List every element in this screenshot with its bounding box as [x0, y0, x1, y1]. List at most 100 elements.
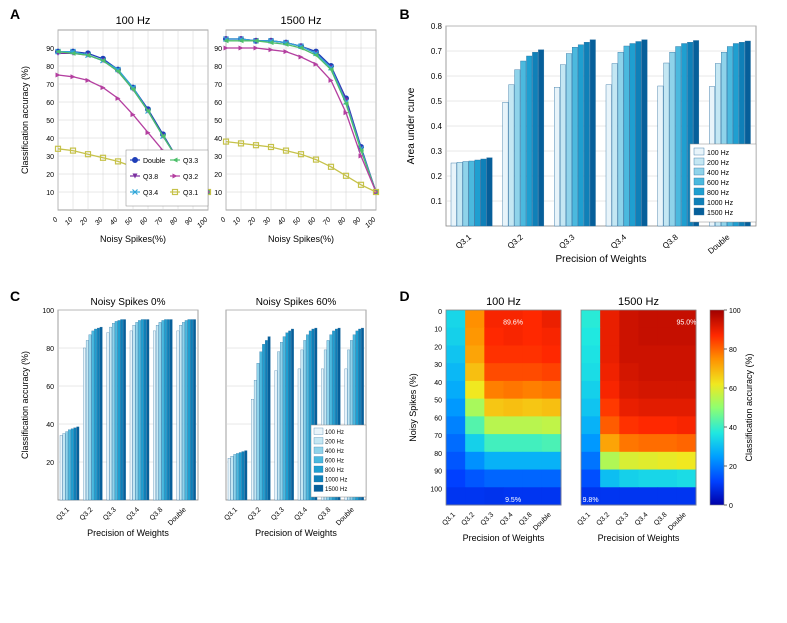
- svg-text:80: 80: [46, 64, 54, 71]
- svg-text:Q3.2: Q3.2: [183, 174, 198, 181]
- svg-text:Q3.8: Q3.8: [652, 511, 668, 527]
- svg-text:9.5%: 9.5%: [505, 497, 521, 504]
- svg-text:Q3.8: Q3.8: [660, 232, 679, 250]
- svg-text:Q3.3: Q3.3: [183, 158, 198, 165]
- panel-a: A 100 Hz10203040506070809001020304050607…: [8, 8, 390, 278]
- svg-text:70: 70: [214, 82, 222, 89]
- svg-text:20: 20: [729, 464, 737, 471]
- svg-text:1500 Hz: 1500 Hz: [281, 15, 322, 27]
- svg-text:Precision of Weights: Precision of Weights: [462, 533, 544, 543]
- svg-text:60: 60: [139, 216, 150, 227]
- svg-text:Classification accuracy (%): Classification accuracy (%): [20, 66, 30, 174]
- svg-text:50: 50: [292, 216, 303, 227]
- svg-text:400 Hz: 400 Hz: [707, 170, 730, 177]
- svg-text:100: 100: [430, 486, 442, 493]
- svg-text:0.3: 0.3: [430, 147, 442, 156]
- panel-c-label: C: [10, 288, 20, 304]
- svg-text:70: 70: [434, 433, 442, 440]
- svg-text:Q3.8: Q3.8: [317, 506, 333, 522]
- svg-text:80: 80: [337, 216, 348, 227]
- svg-text:0: 0: [438, 309, 442, 316]
- svg-text:Q3.4: Q3.4: [498, 511, 514, 527]
- svg-text:60: 60: [46, 384, 54, 391]
- svg-text:40: 40: [277, 216, 288, 227]
- svg-text:200 Hz: 200 Hz: [707, 160, 730, 167]
- svg-text:Noisy Spikes 60%: Noisy Spikes 60%: [256, 297, 337, 308]
- svg-text:0.6: 0.6: [430, 72, 442, 81]
- svg-text:Q3.2: Q3.2: [505, 232, 524, 250]
- svg-text:9.8%: 9.8%: [582, 497, 598, 504]
- svg-text:Q3.1: Q3.1: [454, 232, 473, 250]
- svg-text:20: 20: [78, 216, 89, 227]
- svg-text:Noisy Spikes(%): Noisy Spikes(%): [268, 234, 334, 244]
- panel-d-label: D: [400, 288, 410, 304]
- svg-text:Precision of Weights: Precision of Weights: [255, 528, 337, 538]
- panel-b-svg: 0.10.20.30.40.50.60.70.8Q3.1Q3.2Q3.3Q3.4…: [398, 8, 778, 278]
- svg-text:100 Hz: 100 Hz: [707, 150, 730, 157]
- svg-text:0.7: 0.7: [430, 47, 442, 56]
- svg-text:Noisy Spikes 0%: Noisy Spikes 0%: [90, 297, 165, 308]
- svg-text:40: 40: [729, 425, 737, 432]
- svg-text:Double: Double: [335, 506, 356, 527]
- svg-text:90: 90: [214, 46, 222, 53]
- svg-text:50: 50: [434, 398, 442, 405]
- svg-text:600 Hz: 600 Hz: [707, 180, 730, 187]
- svg-text:10: 10: [214, 190, 222, 197]
- svg-text:Q3.8: Q3.8: [143, 174, 158, 181]
- svg-text:70: 70: [154, 216, 165, 227]
- svg-text:80: 80: [214, 64, 222, 71]
- svg-text:0: 0: [729, 503, 733, 510]
- panel-c: C Noisy Spikes 0%20406080100Q3.1Q3.2Q3.3…: [8, 290, 390, 590]
- svg-text:100: 100: [364, 216, 377, 229]
- svg-text:Double: Double: [706, 232, 732, 256]
- svg-text:30: 30: [262, 216, 273, 227]
- svg-text:Q3.2: Q3.2: [79, 506, 95, 522]
- svg-text:600 Hz: 600 Hz: [325, 459, 344, 465]
- svg-text:Q3.2: Q3.2: [247, 506, 263, 522]
- svg-text:Classification accuracy (%): Classification accuracy (%): [744, 353, 754, 461]
- svg-text:30: 30: [94, 216, 105, 227]
- svg-text:100: 100: [196, 216, 209, 229]
- svg-text:40: 40: [46, 422, 54, 429]
- svg-text:Q3.3: Q3.3: [614, 511, 630, 527]
- svg-text:Q3.4: Q3.4: [293, 506, 309, 522]
- panel-a-label: A: [10, 6, 20, 22]
- svg-text:20: 20: [46, 172, 54, 179]
- svg-text:1500 Hz: 1500 Hz: [618, 296, 659, 308]
- svg-text:Noisy Spikes(%): Noisy Spikes(%): [100, 234, 166, 244]
- svg-text:60: 60: [307, 216, 318, 227]
- svg-text:Q3.2: Q3.2: [460, 511, 476, 527]
- svg-text:Q3.3: Q3.3: [557, 232, 576, 250]
- svg-text:20: 20: [214, 172, 222, 179]
- svg-text:90: 90: [184, 216, 195, 227]
- svg-text:1000 Hz: 1000 Hz: [707, 200, 734, 207]
- svg-text:800 Hz: 800 Hz: [707, 190, 730, 197]
- svg-text:Q3.4: Q3.4: [125, 506, 141, 522]
- svg-text:89.6%: 89.6%: [503, 320, 523, 327]
- svg-text:10: 10: [64, 216, 75, 227]
- svg-text:100 Hz: 100 Hz: [116, 15, 151, 27]
- panel-a-svg: 100 Hz1020304050607080900102030405060708…: [8, 8, 388, 278]
- svg-text:400 Hz: 400 Hz: [325, 449, 344, 455]
- svg-text:70: 70: [322, 216, 333, 227]
- svg-text:Q3.2: Q3.2: [595, 511, 611, 527]
- svg-text:0: 0: [52, 216, 60, 224]
- svg-text:Area under curve: Area under curve: [406, 87, 417, 164]
- svg-text:95.0%: 95.0%: [676, 320, 696, 327]
- svg-text:60: 60: [46, 100, 54, 107]
- svg-text:10: 10: [232, 216, 243, 227]
- svg-text:Q3.3: Q3.3: [479, 511, 495, 527]
- svg-text:90: 90: [434, 469, 442, 476]
- svg-text:60: 60: [434, 415, 442, 422]
- svg-text:90: 90: [352, 216, 363, 227]
- svg-text:Q3.1: Q3.1: [576, 511, 592, 527]
- svg-text:Q3.4: Q3.4: [633, 511, 649, 527]
- svg-text:Q3.1: Q3.1: [183, 190, 198, 197]
- svg-text:0.1: 0.1: [430, 197, 442, 206]
- svg-text:50: 50: [124, 216, 135, 227]
- svg-text:50: 50: [46, 118, 54, 125]
- svg-text:100 Hz: 100 Hz: [486, 296, 521, 308]
- svg-text:60: 60: [729, 386, 737, 393]
- svg-text:Double: Double: [667, 511, 688, 532]
- svg-text:0.5: 0.5: [430, 97, 442, 106]
